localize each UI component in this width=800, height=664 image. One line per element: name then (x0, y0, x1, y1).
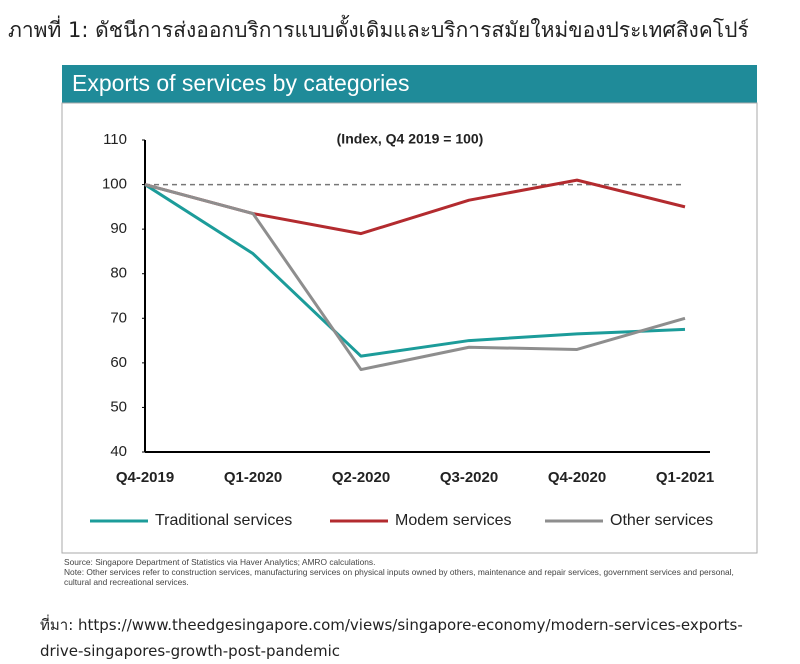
x-tick-label: Q3-2020 (440, 469, 498, 486)
y-tick-label: 90 (110, 220, 127, 237)
y-tick-label: 50 (110, 398, 127, 415)
x-tick-label: Q4-2020 (548, 469, 606, 486)
y-tick-label: 110 (103, 131, 127, 148)
note: Note: Other services refer to constructi… (64, 567, 734, 587)
x-tick-label: Q1-2021 (656, 469, 714, 486)
legend-label: Traditional services (155, 512, 292, 529)
x-tick-label: Q2-2020 (332, 469, 390, 486)
source-link: ที่มา: https://www.theedgesingapore.com/… (40, 616, 743, 660)
y-tick-label: 80 (110, 265, 127, 282)
series-line (144, 183, 686, 372)
title-banner (62, 65, 757, 103)
legend-label: Other services (610, 512, 713, 529)
y-tick-label: 60 (110, 354, 127, 371)
source: Source: Singapore Department of Statisti… (64, 557, 376, 567)
y-tick-label: 70 (110, 309, 127, 326)
page-heading: ภาพที่ 1: ดัชนีการส่งออกบริการแบบดั้งเดิ… (8, 18, 749, 42)
notes: Source: Singapore Department of Statisti… (64, 557, 758, 587)
x-tick-label: Q1-2020 (224, 469, 282, 486)
legend-label: Modem services (395, 512, 511, 529)
x-tick-label: Q4-2019 (116, 469, 174, 486)
chart-subtitle: (Index, Q4 2019 = 100) (337, 131, 484, 147)
chart-frame (61, 102, 758, 554)
series-line (144, 183, 686, 358)
y-tick-label: 40 (110, 443, 127, 460)
y-tick-label: 100 (102, 176, 127, 193)
chart-title: Exports of services by categories (72, 70, 409, 96)
